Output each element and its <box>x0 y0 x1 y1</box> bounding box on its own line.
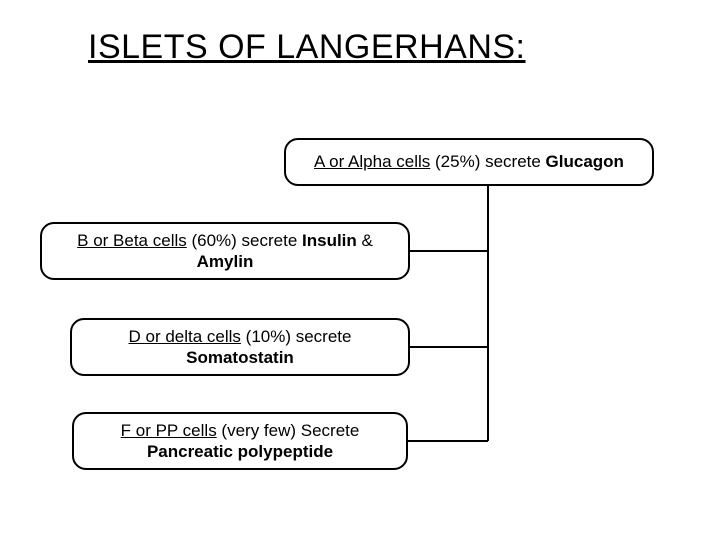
node-beta-cells: B or Beta cells (60%) secrete Insulin & … <box>40 222 410 280</box>
node-pp-cells: F or PP cells (very few) Secrete Pancrea… <box>72 412 408 470</box>
page-title: ISLETS OF LANGERHANS: <box>88 28 526 67</box>
node-delta-cells: D or delta cells (10%) secrete Somatosta… <box>70 318 410 376</box>
node-alpha-cells: A or Alpha cells (25%) secrete Glucagon <box>284 138 654 186</box>
